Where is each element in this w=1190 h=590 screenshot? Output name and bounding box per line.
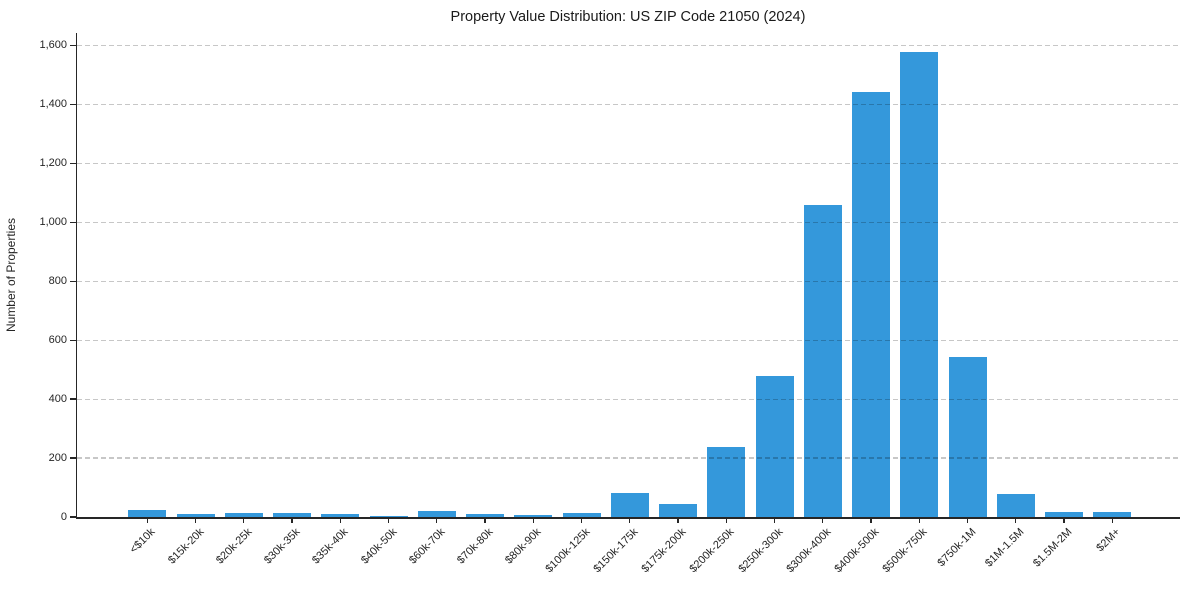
x-tick-mark xyxy=(677,517,679,523)
x-tick-mark xyxy=(339,517,341,523)
y-tick-mark xyxy=(69,280,76,283)
x-tick-mark xyxy=(146,517,148,523)
y-tick-label: 200 xyxy=(48,451,67,464)
bar xyxy=(707,446,746,517)
y-tick-mark xyxy=(69,103,76,106)
y-tick-label: 1,600 xyxy=(39,39,67,52)
gridline xyxy=(77,162,1180,165)
x-tick-mark xyxy=(629,517,631,523)
plot-area: 0 200 400 600 800 1,000 1,200 1,400 1,600 <$10k $1… xyxy=(39,33,1180,575)
y-tick-mark xyxy=(69,44,76,47)
bar xyxy=(514,514,553,517)
gridline xyxy=(77,457,1180,459)
gridline xyxy=(77,103,1180,106)
bar xyxy=(610,493,649,517)
x-tick-mark xyxy=(822,517,824,523)
gridline xyxy=(77,221,1180,223)
chart-title: Property Value Distribution: US ZIP Code… xyxy=(450,9,806,25)
x-tick-mark xyxy=(532,517,534,523)
y-tick-label: 600 xyxy=(48,333,67,346)
x-tick-mark xyxy=(580,517,583,523)
x-tick-mark xyxy=(725,517,727,523)
y-tick-mark xyxy=(69,162,76,165)
x-tick-mark xyxy=(1111,517,1113,523)
x-tick-mark xyxy=(387,517,390,523)
y-tick-label: 800 xyxy=(48,274,67,287)
y-tick-label: 1,400 xyxy=(39,98,67,111)
y-tick-label: 400 xyxy=(48,392,67,405)
bar xyxy=(900,52,939,517)
x-axis-spine xyxy=(75,517,1180,519)
gridline xyxy=(77,339,1180,341)
bar xyxy=(417,511,456,517)
x-tick-mark xyxy=(1063,517,1065,523)
bar xyxy=(321,514,360,517)
bar xyxy=(562,513,601,517)
bar xyxy=(176,514,215,517)
y-tick-mark xyxy=(69,339,76,341)
bar xyxy=(852,91,891,517)
y-tick-mark xyxy=(69,457,76,459)
x-tick-mark xyxy=(436,517,438,523)
y-tick-label: 1,000 xyxy=(39,215,67,228)
x-tick-mark xyxy=(484,517,486,523)
gridline xyxy=(77,45,1180,47)
bar xyxy=(224,512,263,517)
bar xyxy=(128,510,167,517)
x-tick-mark xyxy=(966,517,969,523)
x-tick-mark xyxy=(243,517,245,523)
y-tick-mark xyxy=(69,516,76,518)
bar xyxy=(755,376,794,517)
bar xyxy=(273,512,312,517)
gridline xyxy=(77,398,1180,400)
bar xyxy=(466,513,505,517)
y-axis-spine xyxy=(75,33,77,517)
y-tick-label: 0 xyxy=(60,510,67,523)
bar xyxy=(996,494,1035,517)
bar xyxy=(659,503,698,517)
x-tick-mark xyxy=(291,517,293,523)
bar xyxy=(1045,511,1084,517)
x-tick-mark xyxy=(870,517,872,523)
y-tick-mark xyxy=(69,398,76,400)
bar xyxy=(948,357,987,517)
bar xyxy=(369,515,408,517)
bar xyxy=(803,205,842,517)
gridline xyxy=(77,280,1180,282)
x-tick-mark xyxy=(773,517,776,523)
bar xyxy=(1093,511,1132,517)
x-tick-mark xyxy=(918,517,920,523)
x-tick-mark xyxy=(1015,517,1017,523)
x-tick-mark xyxy=(194,517,197,523)
y-tick-label: 1,200 xyxy=(39,157,67,169)
y-tick-mark xyxy=(69,221,76,224)
